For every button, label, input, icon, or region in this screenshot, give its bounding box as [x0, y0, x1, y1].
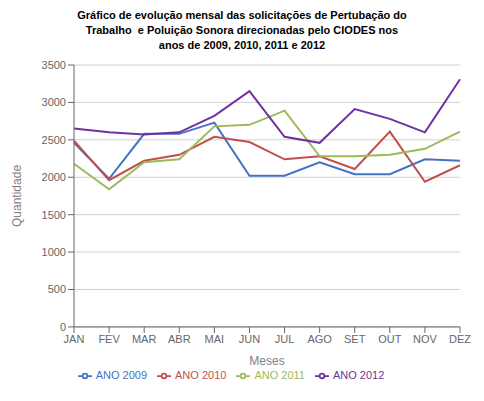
svg-text:SET: SET — [344, 333, 366, 345]
svg-text:JAN: JAN — [64, 333, 85, 345]
html-text:anos de 2009, 2010, 2011 e 201: anos de 2009, 2010, 2011 e 2012 — [158, 39, 326, 51]
svg-text:NOV: NOV — [413, 333, 438, 345]
svg-text:OUT: OUT — [378, 333, 402, 345]
html-text:ANO 2009: ANO 2009 — [95, 368, 147, 381]
svg-text:MAI: MAI — [205, 333, 225, 345]
svg-text:MAR: MAR — [132, 333, 157, 345]
svg-text:FEV: FEV — [98, 333, 120, 345]
html-text:ANO 2012: ANO 2012 — [333, 368, 385, 381]
svg-text:JUN: JUN — [239, 333, 260, 345]
html-text:ANO 2010: ANO 2010 — [175, 368, 227, 381]
svg-text:Meses: Meses — [249, 354, 284, 368]
svg-text:500: 500 — [48, 283, 66, 295]
svg-text:DEZ: DEZ — [449, 333, 471, 345]
svg-text:3000: 3000 — [42, 96, 66, 108]
html-text:ANO 2011: ANO 2011 — [254, 368, 305, 381]
svg-text:ABR: ABR — [168, 333, 191, 345]
svg-text:0: 0 — [60, 321, 66, 333]
svg-text:1500: 1500 — [42, 209, 66, 221]
html-text:Trabalho e Poluição Sonora dir: Trabalho e Poluição Sonora direcionadas … — [85, 24, 399, 36]
svg-text:2500: 2500 — [42, 134, 66, 146]
svg-text:3500: 3500 — [42, 59, 66, 71]
svg-text:JUL: JUL — [275, 333, 295, 345]
html-text:Gráfico de evolução mensal das: Gráfico de evolução mensal das solicitaç… — [77, 9, 407, 21]
svg-text:1000: 1000 — [42, 246, 66, 258]
svg-text:Quantidade: Quantidade — [10, 165, 24, 227]
svg-text:2000: 2000 — [42, 171, 66, 183]
svg-text:AGO: AGO — [307, 333, 332, 345]
